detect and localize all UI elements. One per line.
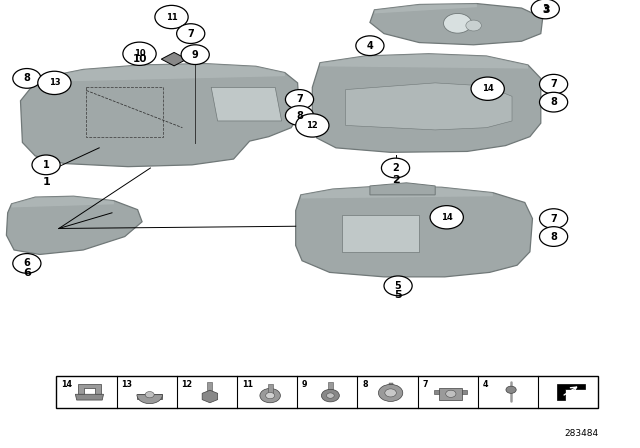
Polygon shape [374,4,477,13]
Bar [268,384,273,393]
Circle shape [326,393,334,398]
Circle shape [155,5,188,29]
Circle shape [540,227,568,246]
Text: 5: 5 [395,281,401,291]
Polygon shape [76,394,104,400]
Polygon shape [342,215,419,252]
Text: 11: 11 [166,13,177,22]
Circle shape [260,388,280,403]
Circle shape [466,20,481,31]
Circle shape [356,36,384,56]
Text: 8: 8 [362,380,368,389]
Circle shape [145,392,154,398]
Circle shape [296,114,329,137]
Bar [86,87,163,137]
Polygon shape [312,54,541,152]
Circle shape [444,13,472,33]
Text: 13: 13 [49,78,60,87]
Circle shape [285,106,314,125]
Text: 283484: 283484 [564,429,598,438]
Polygon shape [370,183,435,195]
Text: 12: 12 [182,380,193,389]
Bar [56,376,598,408]
Text: 5: 5 [394,290,402,300]
Polygon shape [370,4,543,45]
Text: 9: 9 [302,380,308,389]
Circle shape [531,0,559,19]
Text: 4: 4 [367,41,373,51]
Text: 9: 9 [192,50,198,60]
Circle shape [378,384,403,401]
Circle shape [430,206,463,229]
Bar [137,394,163,399]
Polygon shape [161,52,187,66]
Text: 7: 7 [550,79,557,89]
Bar [461,390,467,394]
Circle shape [385,389,396,397]
Circle shape [38,71,71,95]
Circle shape [13,254,41,273]
Circle shape [13,69,41,88]
Polygon shape [202,390,218,403]
Text: 10: 10 [132,54,147,64]
Circle shape [540,74,568,94]
Text: 14: 14 [482,84,493,93]
Text: 14: 14 [441,213,452,222]
Circle shape [321,389,339,402]
Bar [388,383,392,394]
Text: 8: 8 [296,111,303,121]
Text: 13: 13 [122,380,132,389]
Text: 8: 8 [550,232,557,241]
Wedge shape [137,395,163,404]
Text: 14: 14 [61,380,72,389]
Polygon shape [211,87,282,121]
Polygon shape [346,83,512,130]
Circle shape [471,77,504,100]
Text: 11: 11 [242,380,253,389]
Polygon shape [78,384,101,394]
Text: 1: 1 [42,177,50,187]
Bar [434,390,440,394]
Polygon shape [20,64,300,167]
Circle shape [177,24,205,43]
Text: 7: 7 [296,95,303,104]
Circle shape [285,90,314,109]
Text: 6: 6 [24,258,30,268]
Text: 4: 4 [483,380,488,389]
Polygon shape [557,384,586,400]
Circle shape [381,158,410,178]
Circle shape [506,386,516,393]
Circle shape [384,276,412,296]
Circle shape [540,209,568,228]
Polygon shape [6,196,142,254]
Text: 2: 2 [392,163,399,173]
Polygon shape [38,64,285,82]
Text: 3: 3 [543,5,550,15]
Polygon shape [296,186,532,277]
Text: 7: 7 [188,29,194,39]
Circle shape [181,45,209,65]
Text: 3: 3 [542,4,548,14]
Bar [328,382,333,394]
Circle shape [32,155,60,175]
Polygon shape [301,186,493,198]
Circle shape [266,392,275,399]
Circle shape [540,92,568,112]
Polygon shape [320,54,528,69]
Text: 7: 7 [550,214,557,224]
Bar [207,382,212,396]
Polygon shape [12,196,114,207]
Text: 12: 12 [307,121,318,130]
Text: 10: 10 [134,49,145,58]
Text: 8: 8 [24,73,30,83]
Text: 2: 2 [392,175,399,185]
Polygon shape [439,388,462,400]
Text: 1: 1 [43,160,49,170]
Text: 7: 7 [422,380,428,389]
Text: 8: 8 [550,97,557,107]
Circle shape [123,42,156,65]
Text: 6: 6 [23,268,31,278]
Circle shape [445,390,456,397]
